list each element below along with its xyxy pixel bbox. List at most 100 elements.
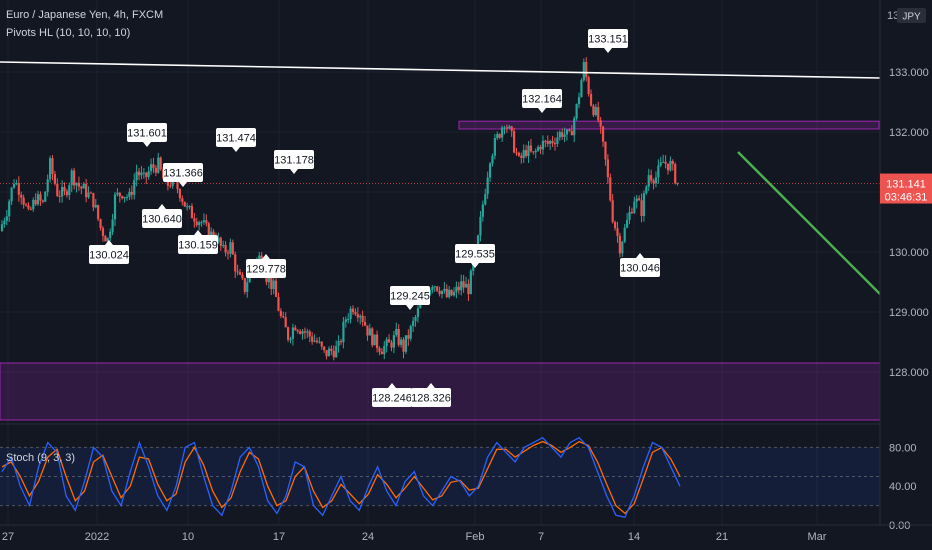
- candle-body: [638, 198, 641, 201]
- candle-body: [476, 235, 480, 252]
- candle-body: [616, 228, 619, 236]
- candle-body: [135, 171, 138, 181]
- candle-body: [318, 341, 321, 343]
- candle-body: [70, 170, 73, 186]
- candle-body: [222, 245, 225, 247]
- candle-body: [431, 286, 434, 290]
- candle-body: [51, 158, 54, 175]
- stoch-label[interactable]: Stoch (9, 3, 3): [6, 452, 76, 464]
- candle-body: [101, 228, 105, 237]
- candle-body: [640, 200, 643, 216]
- candle-body: [20, 194, 23, 198]
- pivot-label-box: [142, 209, 182, 228]
- candle-body: [32, 199, 35, 210]
- candle-body: [258, 255, 261, 259]
- candle-body: [335, 345, 338, 358]
- candle-body: [383, 346, 386, 355]
- candle-body: [642, 193, 646, 216]
- candle-body: [8, 201, 11, 217]
- pivot-label-128.326: 128.326: [411, 383, 451, 407]
- candle-body: [181, 198, 184, 202]
- candle-body: [387, 339, 391, 343]
- candle-body: [623, 227, 626, 242]
- candle-body: [238, 272, 242, 275]
- currency-badge: JPY: [897, 8, 926, 23]
- candle-body: [89, 192, 93, 194]
- pivot-label-130.024: 130.024: [89, 240, 129, 264]
- candle-body: [58, 195, 61, 197]
- candle-body: [121, 196, 124, 199]
- pivot-label-box: [216, 128, 256, 147]
- candle-body: [395, 328, 398, 336]
- candle-body: [3, 220, 6, 225]
- pivot-label-133.151: 133.151: [588, 29, 628, 53]
- candle-body: [342, 321, 345, 343]
- candle-body: [303, 331, 307, 333]
- symbol-title[interactable]: Euro / Japanese Yen, 4h, FXCM: [6, 9, 164, 21]
- candle-body: [452, 291, 456, 296]
- candle-body: [400, 339, 403, 345]
- candle-body: [183, 201, 186, 207]
- candle-body: [15, 183, 18, 185]
- candle-body: [157, 157, 160, 173]
- candle-body: [549, 141, 552, 144]
- time-tick-10: 10: [182, 531, 194, 543]
- pivot-label-130.640: 130.640: [142, 204, 182, 228]
- candle-body: [676, 182, 679, 184]
- pivot-label-text: 129.778: [246, 264, 286, 276]
- candle-body: [186, 206, 189, 208]
- candle-body: [601, 126, 605, 142]
- candle-body: [277, 296, 280, 311]
- pivot-label-text: 131.601: [127, 128, 167, 140]
- candle-body: [44, 191, 47, 202]
- pivot-label-pointer: [262, 254, 270, 259]
- candle-body: [63, 186, 66, 192]
- pivot-label-box: [163, 163, 203, 182]
- candle-body: [503, 127, 506, 129]
- pivot-label-text: 131.474: [216, 133, 256, 145]
- candle-body: [133, 180, 136, 195]
- candle-body: [111, 219, 114, 232]
- time-tick-14: 14: [628, 531, 640, 543]
- candle-body: [481, 204, 484, 217]
- candle-body: [207, 223, 210, 241]
- candle-body: [145, 172, 148, 177]
- zones-layer: [0, 120, 881, 421]
- candle-body: [626, 219, 629, 228]
- candle-body: [17, 183, 20, 195]
- candle-body: [87, 192, 90, 198]
- time-tick-27: 27: [2, 531, 14, 543]
- candle-body: [10, 187, 13, 202]
- pivot-label-text: 130.046: [620, 263, 660, 275]
- candle-body: [234, 254, 237, 272]
- candle-body: [570, 130, 573, 136]
- pivot-label-pointer: [538, 108, 546, 113]
- candle-body: [0, 224, 4, 231]
- candle-body: [558, 132, 561, 138]
- stoch-tick-40.00: 40.00: [889, 481, 917, 493]
- countdown-text: 03:46:31: [885, 192, 928, 204]
- candle-body: [149, 164, 153, 172]
- candle-body: [613, 221, 617, 229]
- candle-body: [243, 278, 246, 292]
- candle-body: [412, 320, 415, 327]
- candle-body: [274, 280, 278, 297]
- indicator-label[interactable]: Pivots HL (10, 10, 10, 10): [6, 27, 131, 39]
- candle-body: [674, 164, 677, 184]
- pivot-label-pointer: [636, 253, 644, 258]
- candle-body: [166, 179, 169, 186]
- candle-body: [491, 155, 494, 164]
- candle-body: [53, 174, 56, 184]
- candle-body: [662, 161, 665, 163]
- candle-body: [344, 319, 347, 322]
- pivot-label-text: 130.640: [142, 214, 182, 226]
- candle-body: [375, 334, 379, 349]
- candle-body: [219, 237, 222, 246]
- candle-body: [599, 120, 602, 127]
- candle-body: [323, 346, 326, 351]
- pivot-label-129.535: 129.535: [455, 244, 495, 268]
- pivot-label-box: [411, 388, 451, 407]
- candle-body: [409, 326, 412, 339]
- candle-body: [325, 350, 328, 357]
